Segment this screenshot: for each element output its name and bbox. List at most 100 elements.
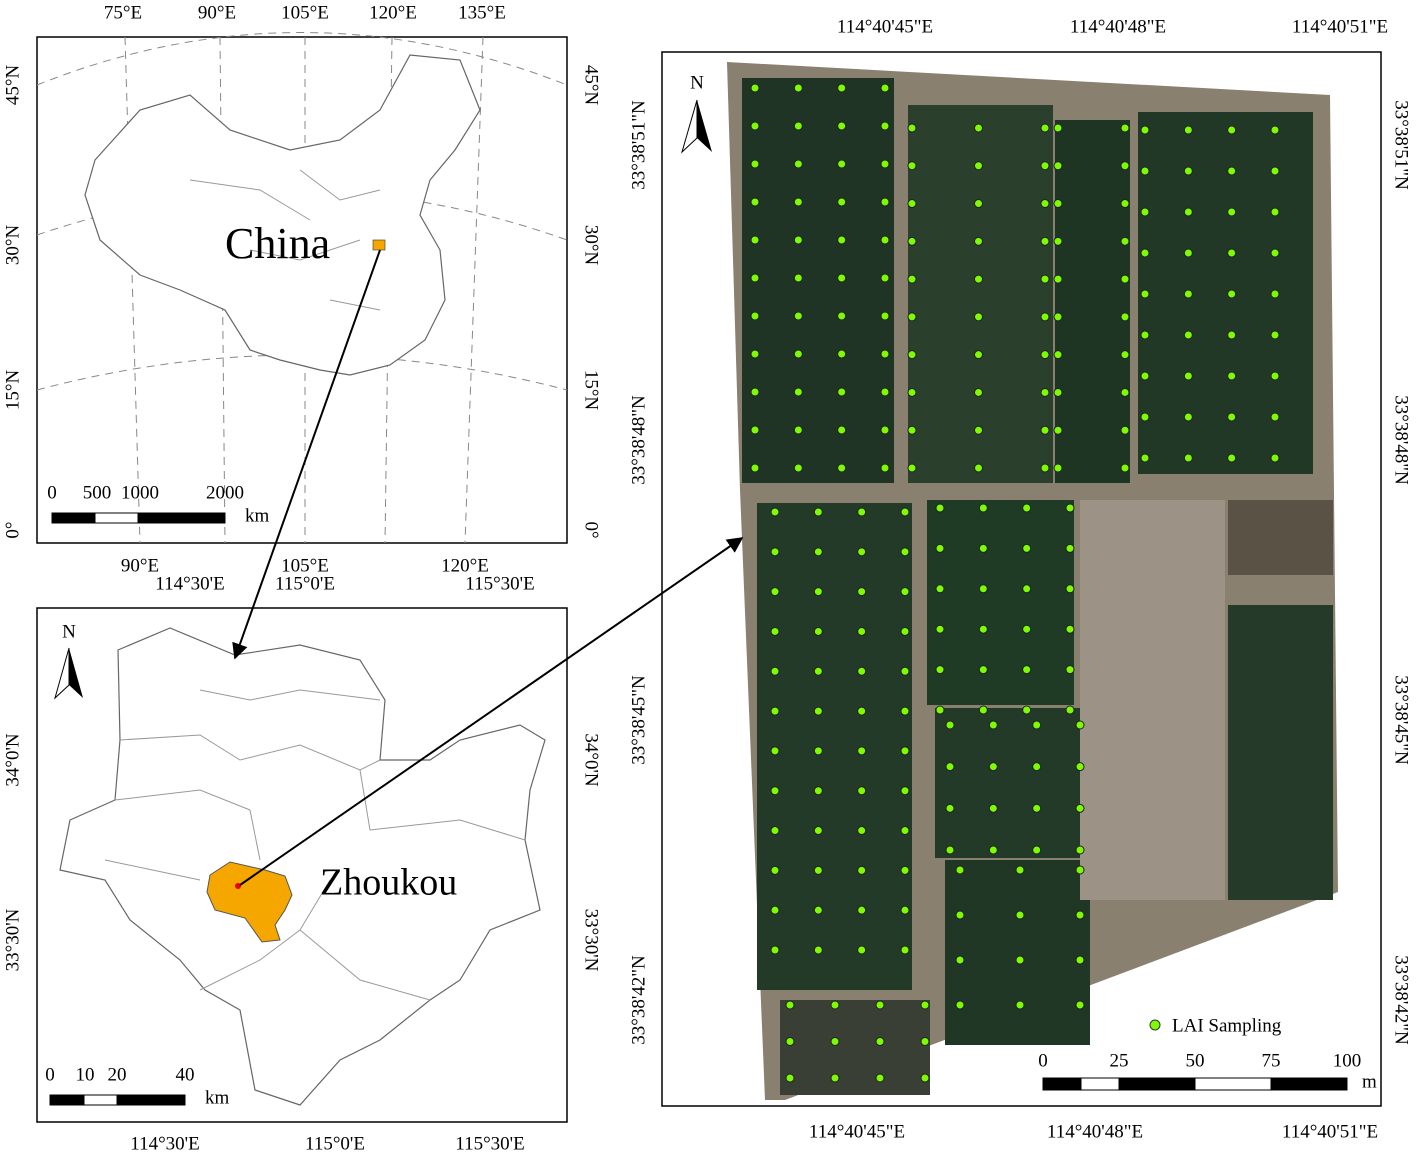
sampling-point — [750, 349, 760, 359]
sampling-point — [750, 197, 760, 207]
sampling-point — [1183, 248, 1193, 258]
legend-label: LAI Sampling — [1172, 1015, 1282, 1036]
right-tick-label: 33°30'N — [581, 909, 602, 972]
north-arrow: N — [681, 72, 712, 154]
sampling-point — [1183, 412, 1193, 422]
sampling-point — [857, 746, 867, 756]
sampling-point — [837, 159, 847, 169]
sampling-point — [1065, 543, 1075, 553]
sampling-point — [875, 1073, 885, 1083]
sampling-point — [978, 624, 988, 634]
sampling-point — [1227, 330, 1237, 340]
sampling-point — [813, 905, 823, 915]
left-tick-label: 33°38'51"N — [628, 100, 649, 190]
sampling-point — [770, 826, 780, 836]
sampling-point — [1140, 453, 1150, 463]
sampling-point — [1022, 584, 1032, 594]
sampling-point — [974, 312, 983, 322]
sampling-point — [875, 1000, 885, 1010]
sampling-point — [900, 826, 910, 836]
sampling-point — [900, 587, 910, 597]
sampling-point — [978, 705, 988, 715]
zhoukou-label: Zhoukou — [320, 862, 457, 904]
china-label: China — [225, 219, 330, 268]
sampling-point — [793, 463, 803, 473]
sampling-point — [1120, 161, 1130, 171]
sampling-point — [1065, 665, 1075, 675]
right-tick-label: 34°0'N — [581, 733, 602, 787]
sampling-point — [750, 235, 760, 245]
china-outline — [84, 54, 481, 376]
sampling-point — [857, 547, 867, 557]
sampling-point — [880, 425, 890, 435]
scale-unit: km — [245, 505, 270, 526]
sampling-point — [900, 547, 910, 557]
sampling-point — [1183, 330, 1193, 340]
sampling-point — [900, 507, 910, 517]
sampling-point — [1183, 166, 1193, 176]
sampling-point — [1270, 248, 1280, 258]
sampling-point — [1120, 425, 1130, 435]
sampling-point — [1053, 350, 1063, 360]
scale-label: 75 — [1262, 1050, 1281, 1071]
sampling-point — [857, 826, 867, 836]
sampling-point — [880, 273, 890, 283]
sampling-point — [935, 705, 945, 715]
sampling-point — [1183, 371, 1193, 381]
top-tick-label: 115°30'E — [465, 573, 534, 594]
sampling-point — [974, 350, 983, 360]
sampling-point — [1015, 1000, 1025, 1010]
scale-bar-segment — [1080, 1077, 1120, 1091]
sampling-point — [1032, 762, 1042, 772]
sampling-point — [1075, 803, 1085, 813]
sampling-point — [1053, 236, 1063, 246]
sampling-point — [813, 507, 823, 517]
left-tick-label: 0° — [2, 521, 23, 538]
north-label: N — [62, 621, 76, 642]
sampling-point — [1183, 453, 1193, 463]
sampling-point — [813, 746, 823, 756]
scale-unit: km — [205, 1087, 230, 1108]
sampling-point — [1065, 584, 1075, 594]
scale-label: 1000 — [121, 482, 159, 503]
top-tick-label: 135°E — [458, 2, 506, 23]
scale-bar-segment — [1042, 1077, 1082, 1091]
right-tick-label: 45°N — [581, 65, 602, 106]
sampling-point — [1075, 910, 1085, 920]
sampling-point — [974, 425, 983, 435]
sampling-point — [813, 865, 823, 875]
sampling-point — [1120, 387, 1130, 397]
sampling-point — [1065, 503, 1075, 513]
sampling-point — [750, 121, 760, 131]
sampling-point — [770, 746, 780, 756]
sampling-point — [1040, 463, 1050, 473]
zhoukou-outline — [59, 627, 546, 1106]
sampling-point — [1065, 705, 1075, 715]
sampling-point — [1270, 207, 1280, 217]
sampling-point — [1053, 387, 1063, 397]
sampling-point — [837, 349, 847, 359]
sampling-point — [1227, 248, 1237, 258]
sampling-point — [988, 720, 998, 730]
right-tick-label: 33°38'45"N — [1391, 675, 1412, 765]
sampling-point — [907, 312, 917, 322]
sampling-point — [750, 273, 760, 283]
sampling-point — [857, 905, 867, 915]
sampling-point — [770, 786, 780, 796]
sampling-point — [1040, 425, 1050, 435]
sampling-point — [907, 274, 917, 284]
sampling-point — [900, 666, 910, 676]
sampling-point — [1015, 910, 1025, 920]
sampling-point — [880, 83, 890, 93]
sampling-point — [793, 387, 803, 397]
north-arrow: N — [54, 621, 83, 700]
legend-marker — [1149, 1019, 1161, 1031]
sampling-point — [830, 1037, 840, 1046]
sampling-point — [880, 197, 890, 207]
sampling-point — [1227, 371, 1237, 381]
left-tick-label: 34°0'N — [2, 733, 23, 787]
county-borders — [104, 689, 526, 1001]
sampling-point — [793, 349, 803, 359]
right-tick-label: 30°N — [581, 225, 602, 266]
sampling-points — [750, 83, 1280, 1083]
